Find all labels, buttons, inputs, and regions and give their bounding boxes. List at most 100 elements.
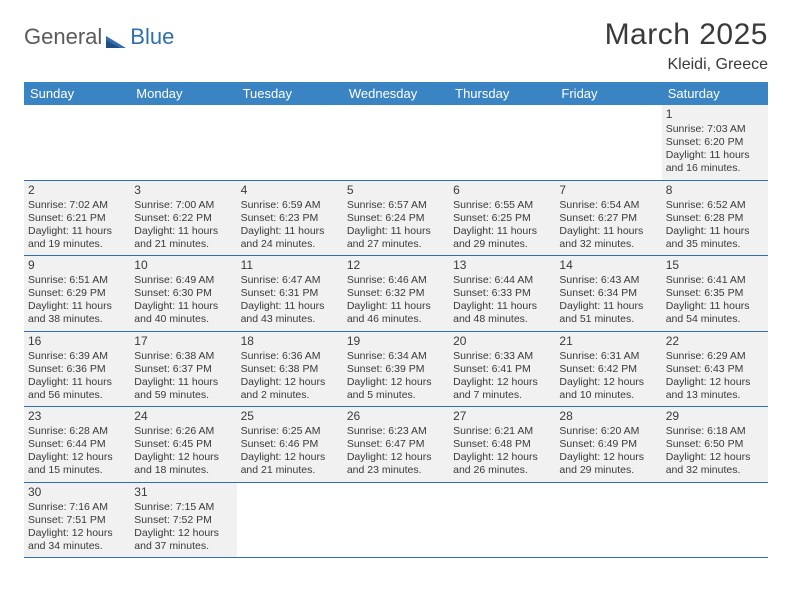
day-cell: 26Sunrise: 6:23 AMSunset: 6:47 PMDayligh… bbox=[343, 407, 449, 482]
day-daylight: Daylight: 11 hours and 43 minutes. bbox=[241, 300, 339, 326]
day-number: 26 bbox=[347, 409, 445, 424]
day-sunset: Sunset: 6:35 PM bbox=[666, 287, 764, 300]
day-sunset: Sunset: 6:25 PM bbox=[453, 212, 551, 225]
logo-flag-icon bbox=[106, 28, 126, 42]
day-number: 31 bbox=[134, 485, 232, 500]
day-sunset: Sunset: 6:36 PM bbox=[28, 363, 126, 376]
dow-tuesday: Tuesday bbox=[237, 82, 343, 105]
day-cell: 15Sunrise: 6:41 AMSunset: 6:35 PMDayligh… bbox=[662, 256, 768, 331]
day-cell: 11Sunrise: 6:47 AMSunset: 6:31 PMDayligh… bbox=[237, 256, 343, 331]
day-cell: 27Sunrise: 6:21 AMSunset: 6:48 PMDayligh… bbox=[449, 407, 555, 482]
day-sunrise: Sunrise: 7:02 AM bbox=[28, 199, 126, 212]
day-cell: 8Sunrise: 6:52 AMSunset: 6:28 PMDaylight… bbox=[662, 181, 768, 256]
day-daylight: Daylight: 11 hours and 16 minutes. bbox=[666, 149, 764, 175]
day-number: 24 bbox=[134, 409, 232, 424]
day-sunrise: Sunrise: 6:34 AM bbox=[347, 350, 445, 363]
day-sunrise: Sunrise: 6:49 AM bbox=[134, 274, 232, 287]
day-cell: 22Sunrise: 6:29 AMSunset: 6:43 PMDayligh… bbox=[662, 332, 768, 407]
day-sunset: Sunset: 6:23 PM bbox=[241, 212, 339, 225]
day-sunrise: Sunrise: 6:47 AM bbox=[241, 274, 339, 287]
day-cell: 23Sunrise: 6:28 AMSunset: 6:44 PMDayligh… bbox=[24, 407, 130, 482]
day-daylight: Daylight: 11 hours and 48 minutes. bbox=[453, 300, 551, 326]
day-sunrise: Sunrise: 6:55 AM bbox=[453, 199, 551, 212]
day-daylight: Daylight: 11 hours and 35 minutes. bbox=[666, 225, 764, 251]
day-sunrise: Sunrise: 6:59 AM bbox=[241, 199, 339, 212]
day-cell: 3Sunrise: 7:00 AMSunset: 6:22 PMDaylight… bbox=[130, 181, 236, 256]
day-number: 5 bbox=[347, 183, 445, 198]
day-sunrise: Sunrise: 6:21 AM bbox=[453, 425, 551, 438]
day-daylight: Daylight: 12 hours and 29 minutes. bbox=[559, 451, 657, 477]
day-cell bbox=[24, 105, 130, 180]
day-sunset: Sunset: 6:38 PM bbox=[241, 363, 339, 376]
day-daylight: Daylight: 12 hours and 26 minutes. bbox=[453, 451, 551, 477]
day-daylight: Daylight: 11 hours and 32 minutes. bbox=[559, 225, 657, 251]
day-cell: 28Sunrise: 6:20 AMSunset: 6:49 PMDayligh… bbox=[555, 407, 661, 482]
day-cell: 4Sunrise: 6:59 AMSunset: 6:23 PMDaylight… bbox=[237, 181, 343, 256]
day-cell: 21Sunrise: 6:31 AMSunset: 6:42 PMDayligh… bbox=[555, 332, 661, 407]
day-number: 8 bbox=[666, 183, 764, 198]
day-number: 6 bbox=[453, 183, 551, 198]
day-cell: 1Sunrise: 7:03 AMSunset: 6:20 PMDaylight… bbox=[662, 105, 768, 180]
day-sunrise: Sunrise: 7:16 AM bbox=[28, 501, 126, 514]
day-number: 25 bbox=[241, 409, 339, 424]
day-daylight: Daylight: 12 hours and 32 minutes. bbox=[666, 451, 764, 477]
day-sunset: Sunset: 6:39 PM bbox=[347, 363, 445, 376]
week-row: 30Sunrise: 7:16 AMSunset: 7:51 PMDayligh… bbox=[24, 483, 768, 559]
logo-text-general: General bbox=[24, 24, 102, 50]
day-sunrise: Sunrise: 6:28 AM bbox=[28, 425, 126, 438]
header: General Blue March 2025 Kleidi, Greece bbox=[24, 18, 768, 74]
dow-sunday: Sunday bbox=[24, 82, 130, 105]
day-number: 27 bbox=[453, 409, 551, 424]
day-daylight: Daylight: 12 hours and 13 minutes. bbox=[666, 376, 764, 402]
day-daylight: Daylight: 11 hours and 59 minutes. bbox=[134, 376, 232, 402]
day-sunset: Sunset: 6:48 PM bbox=[453, 438, 551, 451]
day-sunset: Sunset: 6:37 PM bbox=[134, 363, 232, 376]
day-cell: 13Sunrise: 6:44 AMSunset: 6:33 PMDayligh… bbox=[449, 256, 555, 331]
week-row: 9Sunrise: 6:51 AMSunset: 6:29 PMDaylight… bbox=[24, 256, 768, 332]
logo: General Blue bbox=[24, 18, 174, 50]
day-sunrise: Sunrise: 6:31 AM bbox=[559, 350, 657, 363]
day-cell bbox=[449, 105, 555, 180]
day-sunset: Sunset: 6:47 PM bbox=[347, 438, 445, 451]
day-sunrise: Sunrise: 6:41 AM bbox=[666, 274, 764, 287]
week-row: 16Sunrise: 6:39 AMSunset: 6:36 PMDayligh… bbox=[24, 332, 768, 408]
day-cell: 10Sunrise: 6:49 AMSunset: 6:30 PMDayligh… bbox=[130, 256, 236, 331]
day-cell: 18Sunrise: 6:36 AMSunset: 6:38 PMDayligh… bbox=[237, 332, 343, 407]
day-daylight: Daylight: 12 hours and 7 minutes. bbox=[453, 376, 551, 402]
day-cell bbox=[555, 105, 661, 180]
day-sunrise: Sunrise: 6:46 AM bbox=[347, 274, 445, 287]
day-daylight: Daylight: 11 hours and 40 minutes. bbox=[134, 300, 232, 326]
day-sunrise: Sunrise: 6:51 AM bbox=[28, 274, 126, 287]
day-number: 11 bbox=[241, 258, 339, 273]
title-block: March 2025 Kleidi, Greece bbox=[605, 18, 768, 74]
day-daylight: Daylight: 11 hours and 38 minutes. bbox=[28, 300, 126, 326]
day-sunrise: Sunrise: 6:26 AM bbox=[134, 425, 232, 438]
day-sunrise: Sunrise: 6:29 AM bbox=[666, 350, 764, 363]
day-cell: 9Sunrise: 6:51 AMSunset: 6:29 PMDaylight… bbox=[24, 256, 130, 331]
day-number: 9 bbox=[28, 258, 126, 273]
weeks-container: 1Sunrise: 7:03 AMSunset: 6:20 PMDaylight… bbox=[24, 105, 768, 558]
day-number: 16 bbox=[28, 334, 126, 349]
day-daylight: Daylight: 12 hours and 2 minutes. bbox=[241, 376, 339, 402]
day-sunset: Sunset: 6:28 PM bbox=[666, 212, 764, 225]
logo-text-blue: Blue bbox=[130, 24, 174, 50]
day-daylight: Daylight: 12 hours and 34 minutes. bbox=[28, 527, 126, 553]
day-sunset: Sunset: 7:52 PM bbox=[134, 514, 232, 527]
day-sunset: Sunset: 6:43 PM bbox=[666, 363, 764, 376]
day-sunset: Sunset: 6:42 PM bbox=[559, 363, 657, 376]
day-daylight: Daylight: 11 hours and 21 minutes. bbox=[134, 225, 232, 251]
day-number: 23 bbox=[28, 409, 126, 424]
day-cell bbox=[555, 483, 661, 558]
day-sunset: Sunset: 6:22 PM bbox=[134, 212, 232, 225]
day-number: 4 bbox=[241, 183, 339, 198]
day-number: 17 bbox=[134, 334, 232, 349]
day-daylight: Daylight: 11 hours and 24 minutes. bbox=[241, 225, 339, 251]
day-cell bbox=[343, 483, 449, 558]
day-daylight: Daylight: 12 hours and 18 minutes. bbox=[134, 451, 232, 477]
day-sunset: Sunset: 6:50 PM bbox=[666, 438, 764, 451]
day-number: 2 bbox=[28, 183, 126, 198]
day-daylight: Daylight: 11 hours and 29 minutes. bbox=[453, 225, 551, 251]
day-sunrise: Sunrise: 6:38 AM bbox=[134, 350, 232, 363]
day-number: 28 bbox=[559, 409, 657, 424]
day-sunset: Sunset: 6:24 PM bbox=[347, 212, 445, 225]
